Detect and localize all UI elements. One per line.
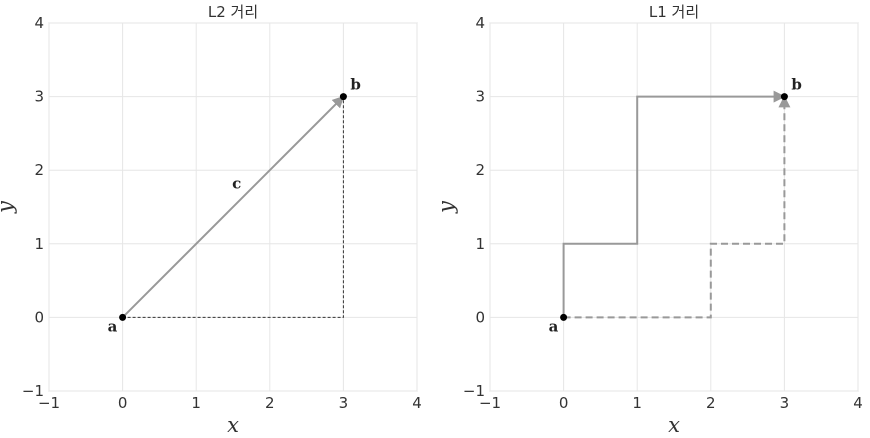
x-tick-label: 4	[853, 394, 863, 412]
x-tick-label: 0	[559, 394, 569, 412]
x-tick-label: 4	[412, 394, 422, 412]
x-tick-label: 2	[706, 394, 716, 412]
y-axis-label: y	[0, 200, 17, 214]
plot-area	[489, 22, 859, 392]
x-axis-label: x	[668, 413, 680, 437]
y-axis-label: y	[434, 200, 458, 214]
vector-label: c	[232, 175, 241, 193]
point-label-b: b	[350, 76, 361, 94]
x-tick-label: 2	[265, 394, 275, 412]
x-tick-label: −1	[38, 394, 60, 412]
point-a	[119, 313, 127, 321]
y-tick-label: 1	[475, 235, 485, 253]
dashed-path-arrow	[563, 95, 791, 319]
l2-distance-chart: −1 0 1 2 3 4 −1 0 1 2 3 4 L2 거리 x y a b c	[0, 3, 422, 437]
y-tick-label: 4	[475, 14, 485, 32]
x-tick-label: 3	[780, 394, 790, 412]
x-tick-label: 3	[339, 394, 349, 412]
point-b	[339, 93, 347, 101]
point-label-b: b	[791, 76, 802, 94]
x-tick-label: −1	[479, 394, 501, 412]
y-tick-label: 3	[475, 88, 485, 106]
x-tick-label: 0	[118, 394, 128, 412]
y-tick-label: 1	[34, 235, 44, 253]
path-arrow	[121, 95, 345, 319]
y-tick-label: −1	[463, 382, 485, 400]
point-a	[560, 313, 568, 321]
path-arrow	[562, 90, 786, 318]
y-tick-label: 3	[34, 88, 44, 106]
dashed-guide-path	[122, 96, 344, 318]
l1-distance-chart: −1 0 1 2 3 4 −1 0 1 2 3 4 L1 거리 x y a b	[434, 3, 863, 437]
point-b	[780, 93, 788, 101]
chart-title: L2 거리	[208, 3, 258, 21]
y-tick-label: 0	[34, 308, 44, 326]
x-tick-label: 1	[191, 394, 201, 412]
x-tick-label: 1	[632, 394, 642, 412]
point-label-a: a	[108, 317, 118, 335]
chart-title: L1 거리	[649, 3, 699, 21]
y-tick-label: 2	[34, 161, 44, 179]
y-tick-label: 0	[475, 308, 485, 326]
y-tick-label: 4	[34, 14, 44, 32]
y-tick-label: 2	[475, 161, 485, 179]
x-axis-label: x	[227, 413, 239, 437]
point-label-a: a	[549, 317, 559, 335]
y-tick-label: −1	[22, 382, 44, 400]
